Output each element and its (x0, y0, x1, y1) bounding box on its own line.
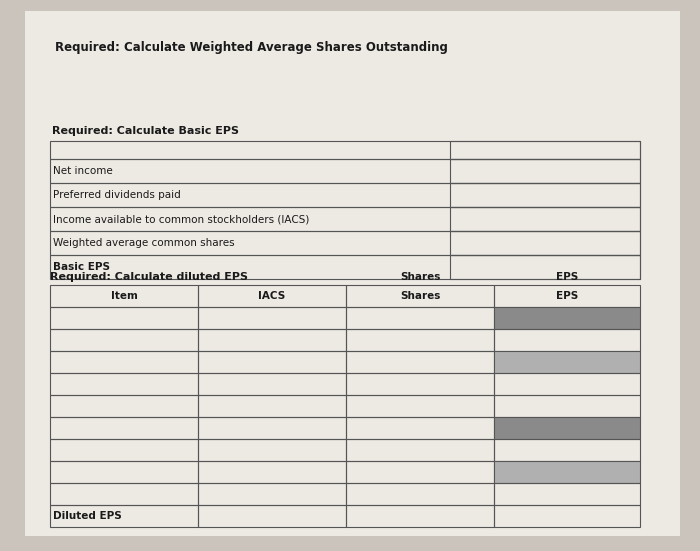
Bar (50, 183, 640, 207)
Bar (346, 461, 494, 483)
Bar (346, 395, 494, 417)
Bar (346, 351, 494, 373)
Bar (198, 351, 346, 373)
Bar (198, 307, 346, 329)
Bar (494, 285, 640, 307)
Text: Preferred dividends paid: Preferred dividends paid (53, 190, 181, 200)
Bar (50, 395, 198, 417)
Text: Required: Calculate diluted EPS: Required: Calculate diluted EPS (50, 272, 248, 282)
Bar (50, 159, 640, 183)
Bar (346, 373, 494, 395)
Bar (198, 439, 346, 461)
Bar (450, 207, 640, 231)
Bar (494, 351, 640, 373)
Text: Net income: Net income (53, 166, 113, 176)
Bar (50, 461, 198, 483)
Text: Basic EPS: Basic EPS (53, 262, 110, 272)
Text: Income available to common stockholders (IACS): Income available to common stockholders … (53, 214, 309, 224)
Bar (50, 307, 198, 329)
Bar (494, 461, 640, 483)
Bar (346, 307, 494, 329)
Bar (50, 417, 198, 439)
Text: Diluted EPS: Diluted EPS (53, 511, 122, 521)
Text: Item: Item (111, 291, 137, 301)
Bar (450, 159, 640, 183)
Text: Required: Calculate Basic EPS: Required: Calculate Basic EPS (52, 126, 239, 136)
Bar (50, 483, 198, 505)
Bar (50, 351, 198, 373)
Bar (494, 395, 640, 417)
Bar (494, 329, 640, 351)
Bar (494, 483, 640, 505)
Bar (494, 417, 640, 439)
Text: IACS: IACS (258, 291, 286, 301)
Text: Shares: Shares (400, 272, 440, 282)
Bar (50, 439, 198, 461)
Bar (198, 373, 346, 395)
Bar (50, 329, 198, 351)
Bar (450, 183, 640, 207)
Text: Shares: Shares (400, 291, 440, 301)
Bar (50, 207, 640, 231)
Bar (50, 141, 640, 159)
Bar (346, 417, 494, 439)
Bar (346, 483, 494, 505)
Bar (198, 461, 346, 483)
Bar (450, 141, 640, 159)
Bar (198, 505, 346, 527)
Bar (198, 329, 346, 351)
Bar (198, 285, 346, 307)
Bar (50, 231, 640, 255)
Bar (450, 231, 640, 255)
Bar (450, 255, 640, 279)
Bar (494, 439, 640, 461)
Bar (346, 329, 494, 351)
Bar (494, 373, 640, 395)
Bar (198, 417, 346, 439)
Text: EPS: EPS (556, 272, 578, 282)
Bar (494, 505, 640, 527)
Bar (50, 505, 198, 527)
Bar (198, 395, 346, 417)
Text: EPS: EPS (556, 291, 578, 301)
Bar (50, 373, 198, 395)
Bar (494, 307, 640, 329)
Bar (50, 285, 198, 307)
Bar (346, 439, 494, 461)
Text: Weighted average common shares: Weighted average common shares (53, 238, 234, 248)
Text: Required: Calculate Weighted Average Shares Outstanding: Required: Calculate Weighted Average Sha… (55, 41, 448, 54)
Bar (50, 255, 640, 279)
Bar (346, 505, 494, 527)
Bar (346, 285, 494, 307)
Bar (198, 483, 346, 505)
